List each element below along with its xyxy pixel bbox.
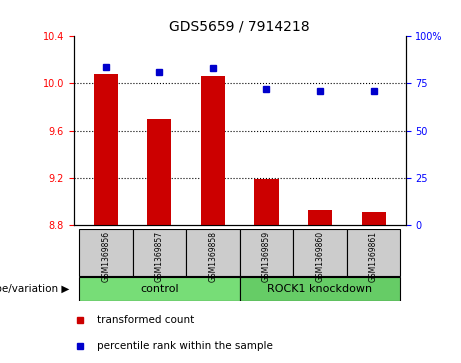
Bar: [79, 229, 133, 276]
Bar: [361, 212, 385, 225]
Bar: [293, 229, 347, 276]
Text: control: control: [140, 284, 179, 294]
Bar: [94, 74, 118, 225]
Text: GSM1369858: GSM1369858: [208, 231, 218, 282]
Text: genotype/variation ▶: genotype/variation ▶: [0, 284, 69, 294]
Text: GSM1369856: GSM1369856: [101, 231, 110, 282]
Bar: [133, 229, 186, 276]
Bar: [308, 210, 332, 225]
Text: ROCK1 knockdown: ROCK1 knockdown: [267, 284, 372, 294]
Text: transformed count: transformed count: [97, 315, 194, 325]
Text: GSM1369861: GSM1369861: [369, 231, 378, 282]
Bar: [79, 277, 240, 301]
Bar: [240, 229, 293, 276]
Bar: [347, 229, 400, 276]
Bar: [201, 77, 225, 225]
Bar: [148, 119, 171, 225]
Bar: [186, 229, 240, 276]
Bar: [254, 179, 278, 225]
Text: GSM1369859: GSM1369859: [262, 231, 271, 282]
Text: GSM1369860: GSM1369860: [315, 231, 325, 282]
Text: percentile rank within the sample: percentile rank within the sample: [97, 340, 273, 351]
Title: GDS5659 / 7914218: GDS5659 / 7914218: [169, 20, 310, 34]
Bar: [240, 277, 400, 301]
Text: GSM1369857: GSM1369857: [155, 231, 164, 282]
